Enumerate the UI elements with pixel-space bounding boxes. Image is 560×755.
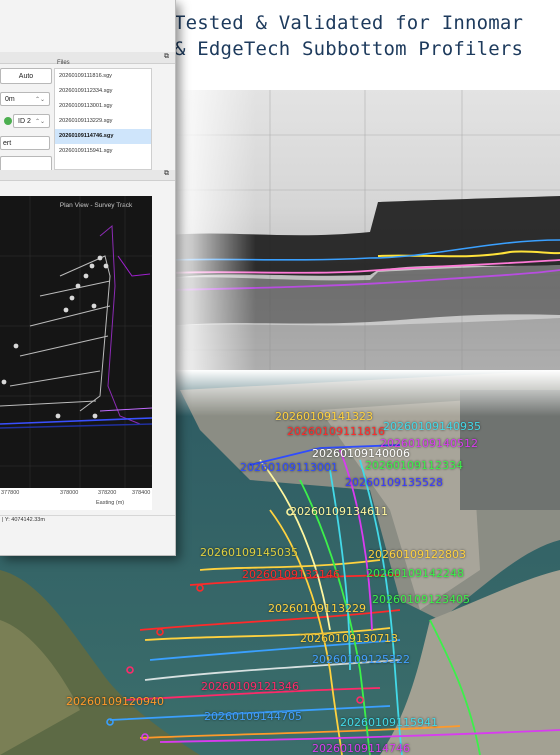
files-header: Files xyxy=(57,60,70,66)
spin-arrows-icon[interactable]: ⌃⌄ xyxy=(34,96,45,103)
track-label: 20260109141323 xyxy=(275,410,373,423)
controls-panel-header: ⧉ xyxy=(0,52,175,64)
auto-button[interactable]: Auto xyxy=(0,68,52,84)
float-panel-icon[interactable]: ⧉ xyxy=(164,53,169,60)
file-item[interactable]: 20260109115941.sgy xyxy=(59,148,113,154)
track-label: 20260109134611 xyxy=(290,505,388,518)
float-panel-icon[interactable]: ⧉ xyxy=(164,170,169,177)
track-label: 20260109111816 xyxy=(287,425,385,438)
status-bar: | Y: 4074142.33m xyxy=(0,515,175,526)
headline-line-2: & EdgeTech Subbottom Profilers xyxy=(174,38,524,60)
file-item[interactable]: 20260109111816.sgy xyxy=(59,73,112,79)
track-label: 20260109140006 xyxy=(312,447,410,460)
x-tick-label: 378400 xyxy=(132,490,151,496)
status-dot-icon xyxy=(4,117,12,125)
track-label: 20260109145035 xyxy=(200,546,298,559)
plot-title: Plan View - Survey Track xyxy=(59,202,133,209)
track-label: 20260109140512 xyxy=(380,437,478,450)
track-label: 20260109112334 xyxy=(365,459,463,472)
track-label: 20260109144705 xyxy=(204,710,302,723)
track-label: 20260109120940 xyxy=(66,695,164,708)
file-item-selected[interactable]: 20260109114746.sgy xyxy=(55,129,151,144)
track-label: 20260109114746 xyxy=(312,742,410,755)
track-label: 20260109142248 xyxy=(366,567,464,580)
id-selector[interactable]: ID 2 ⌃⌄ xyxy=(13,114,50,128)
x-axis-label: Easting (m) xyxy=(96,500,125,506)
track-label: 20260109123405 xyxy=(372,593,470,606)
track-label: 20260109140935 xyxy=(383,420,481,433)
plot-panel-header: ⧉ xyxy=(0,170,175,181)
depth-spinbox[interactable]: 0m ⌃⌄ xyxy=(0,92,50,106)
track-label: 20260109135528 xyxy=(345,476,443,489)
track-label: 20260109121346 xyxy=(201,680,299,693)
files-list: 20260109111816.sgy 20260109112334.sgy 20… xyxy=(54,68,152,170)
headline: Tested & Validated for Innomar & EdgeTec… xyxy=(174,10,554,62)
spin-arrows-icon[interactable]: ⌃⌄ xyxy=(34,118,45,125)
x-tick-label: 378200 xyxy=(98,490,117,496)
file-item[interactable]: 20260109112334.sgy xyxy=(59,88,113,94)
track-label: 20260109115941 xyxy=(340,716,438,729)
track-label: 20260109122803 xyxy=(368,548,466,561)
headline-line-1: Tested & Validated for Innomar xyxy=(174,12,524,34)
file-item[interactable]: 20260109113229.sgy xyxy=(59,118,113,124)
track-label: 20260109125322 xyxy=(312,653,410,666)
subbottom-profile-image xyxy=(170,90,560,420)
export-button[interactable]: ert xyxy=(0,136,50,150)
x-tick-label: 377800 xyxy=(1,490,20,496)
x-tick-label: 378000 xyxy=(60,490,79,496)
x-axis: 377800 378000 378200 378400 Easting (m) xyxy=(0,488,152,510)
depth-value: 0m xyxy=(5,95,15,103)
plan-view-plot[interactable]: Plan View - Survey Track xyxy=(0,196,152,488)
file-item[interactable]: 20260109113001.sgy xyxy=(59,103,113,109)
track-label: 20260109113001 xyxy=(240,461,338,474)
track-label: 20260109113229 xyxy=(268,602,366,615)
app-window: ⧉ Auto 0m ⌃⌄ ID 2 ⌃⌄ ert Files 202601091… xyxy=(0,0,176,556)
id-value: ID 2 xyxy=(18,117,31,125)
track-label: 20260109130713 xyxy=(300,632,398,645)
cursor-coordinates: | Y: 4074142.33m xyxy=(2,517,45,523)
track-label: 20260109132146 xyxy=(242,568,340,581)
